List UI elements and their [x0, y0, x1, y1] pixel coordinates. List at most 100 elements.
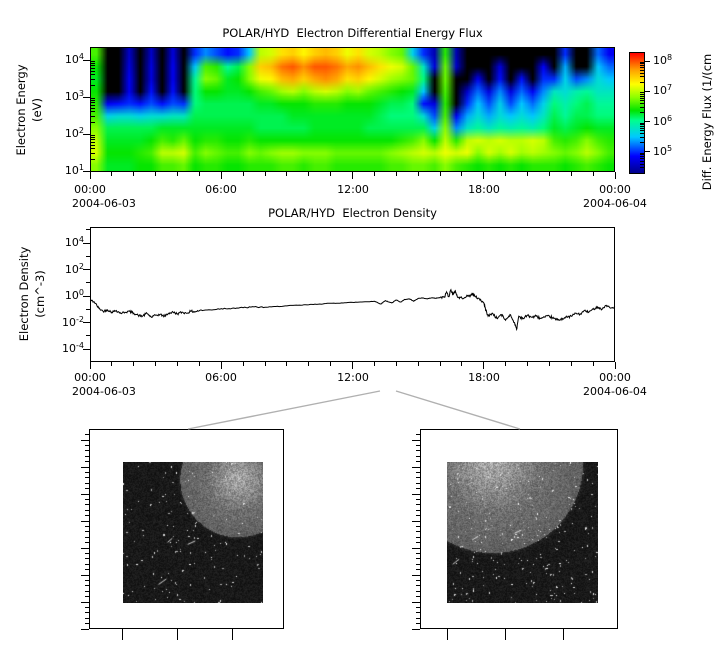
image-frame-right [420, 429, 618, 629]
tick-mark [483, 172, 485, 179]
tick-mark [83, 322, 90, 323]
spectrogram-ylabel: Electron Energy [14, 64, 28, 156]
colorbar-tick-label: 108 [653, 53, 673, 67]
tick-mark [352, 172, 353, 179]
p1-xtick-2: 12:00 [337, 183, 369, 196]
tick-mark [155, 172, 157, 176]
tick-mark [198, 362, 200, 366]
tick-mark [395, 362, 397, 366]
tick-mark [81, 574, 89, 576]
exponent: 1 [78, 163, 84, 172]
tick-mark [81, 601, 89, 603]
p1-ytick-label: 101 [64, 163, 84, 177]
connector-line-left [187, 390, 381, 430]
tick-mark [527, 172, 528, 176]
tick-mark [504, 629, 506, 640]
exponent: 5 [667, 143, 673, 153]
tick-mark [412, 466, 420, 468]
tick-mark [352, 362, 353, 369]
tick-mark [461, 172, 463, 176]
tick-mark [592, 172, 594, 176]
colorbar [629, 52, 645, 174]
p1-xtick-4: 00:00 [599, 183, 631, 196]
tick-mark [412, 628, 420, 630]
tick-mark [220, 362, 222, 369]
tick-mark [548, 172, 550, 176]
p2-ytick-label: 104 [64, 235, 84, 249]
p2-ytick-label: 10-4 [62, 341, 84, 355]
tick-mark [242, 362, 244, 366]
p1-date-right: 2004-06-04 [583, 197, 647, 210]
exponent: -4 [76, 341, 84, 350]
p1-ytick-label: 103 [64, 89, 84, 103]
tick-mark [373, 362, 375, 366]
p1-xtick-0: 00:00 [74, 183, 106, 196]
aurora-image-left [123, 462, 263, 603]
exponent: 6 [667, 113, 673, 123]
tick-mark [330, 362, 332, 366]
tick-mark [286, 362, 288, 366]
tick-mark [83, 242, 90, 244]
image-frame-left [89, 429, 284, 629]
density-ylabel: Electron Density [17, 246, 31, 342]
tick-mark [373, 172, 375, 176]
tick-mark [570, 172, 572, 176]
tick-mark [570, 362, 572, 366]
tick-mark [81, 520, 89, 522]
tick-mark [483, 362, 485, 369]
exponent: 8 [667, 53, 673, 62]
tick-mark [81, 628, 89, 630]
p1-ytick-label: 104 [64, 52, 84, 66]
p1-date-left: 2004-06-03 [72, 197, 136, 210]
tick-mark [412, 601, 420, 603]
p1-ytick-label: 102 [64, 126, 84, 140]
colorbar-label: Diff. Energy Flux (1/(cm [700, 53, 714, 191]
tick-mark [412, 439, 420, 441]
colorbar-tick-label: 106 [653, 113, 673, 128]
tick-mark [155, 362, 157, 366]
tick-mark [176, 629, 178, 640]
tick-mark [412, 547, 420, 549]
p1-xtick-1: 06:00 [205, 183, 237, 196]
tick-mark [89, 362, 91, 369]
spectrogram-plot [90, 47, 615, 172]
tick-mark [133, 172, 135, 176]
tick-mark [89, 172, 91, 179]
tick-mark [645, 60, 650, 62]
tick-mark [645, 90, 650, 92]
spectrogram-ylabel-units: (eV) [30, 98, 44, 122]
tick-mark [286, 172, 288, 176]
tick-mark [83, 59, 90, 61]
tick-mark [614, 362, 616, 369]
p2-xtick-0: 00:00 [74, 371, 106, 384]
tick-mark [231, 629, 233, 640]
tick-mark [417, 172, 419, 176]
tick-mark [412, 574, 420, 576]
tick-mark [308, 172, 310, 176]
tick-mark [177, 362, 178, 366]
tick-mark [505, 362, 507, 366]
tick-mark [83, 295, 90, 297]
tick-mark [308, 362, 310, 366]
density-title: POLAR/HYD Electron Density [268, 206, 437, 220]
tick-mark [81, 439, 89, 441]
tick-mark [177, 172, 178, 176]
exponent: 0 [78, 288, 84, 297]
tick-mark [83, 133, 90, 135]
density-ylabel-units: (cm^-3) [33, 270, 47, 318]
tick-mark [645, 121, 650, 123]
p2-date-left: 2004-06-03 [72, 385, 136, 398]
tick-mark [83, 348, 90, 350]
tick-mark [111, 362, 113, 366]
tick-mark [220, 172, 222, 179]
p2-xtick-4: 00:00 [599, 371, 631, 384]
tick-mark [439, 362, 441, 366]
tick-mark [198, 172, 200, 176]
tick-mark [527, 362, 528, 366]
colorbar-tick-label: 107 [653, 83, 673, 98]
exponent: 2 [78, 126, 84, 135]
tick-mark [83, 269, 90, 270]
exponent: 4 [78, 52, 84, 61]
tick-mark [83, 96, 90, 98]
